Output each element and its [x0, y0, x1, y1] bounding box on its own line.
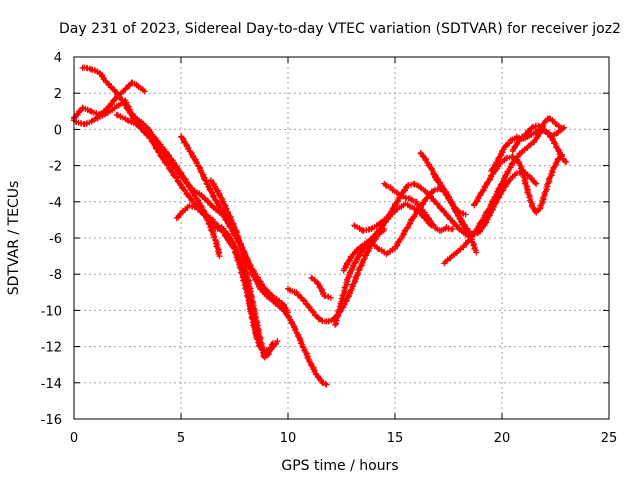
data-series-arc-17 — [471, 151, 565, 216]
y-tick-label: -8 — [49, 268, 62, 283]
x-tick-label: 15 — [387, 431, 404, 446]
y-tick-label: -16 — [41, 413, 62, 428]
x-tick-label: 5 — [177, 431, 185, 446]
data-series-arc-7 — [207, 177, 277, 361]
y-tick-label: -4 — [49, 196, 62, 211]
data-series-arc-9 — [308, 274, 334, 301]
data-series-arc-14 — [417, 149, 469, 218]
y-tick-label: -12 — [41, 341, 62, 356]
x-axis-title: GPS time / hours — [281, 458, 398, 474]
y-tick-label: 0 — [54, 123, 62, 138]
data-series-arc-19 — [509, 122, 568, 155]
chart-title: Day 231 of 2023, Sidereal Day-to-day VTE… — [59, 21, 621, 37]
y-axis-title: SDTVAR / TECUs — [6, 181, 22, 296]
x-tick-label: 0 — [70, 431, 78, 446]
data-series-arc-1 — [79, 64, 223, 260]
data-series-arc-12 — [351, 180, 469, 238]
data-series-arc-13 — [381, 180, 456, 234]
x-tick-label: 10 — [280, 431, 297, 446]
x-tick-label: 20 — [494, 431, 511, 446]
y-tick-label: -2 — [49, 160, 62, 175]
y-tick-label: -10 — [41, 304, 62, 319]
y-tick-label: -6 — [49, 232, 62, 247]
grid — [74, 57, 609, 419]
y-tick-label: 2 — [54, 87, 62, 102]
data-series-arc-16 — [441, 115, 565, 267]
x-tick-label: 25 — [601, 431, 618, 446]
y-tick-label: -14 — [41, 377, 62, 392]
y-tick-label: 4 — [54, 51, 62, 66]
data-layer — [71, 64, 570, 388]
data-series-arc-3 — [71, 97, 281, 354]
